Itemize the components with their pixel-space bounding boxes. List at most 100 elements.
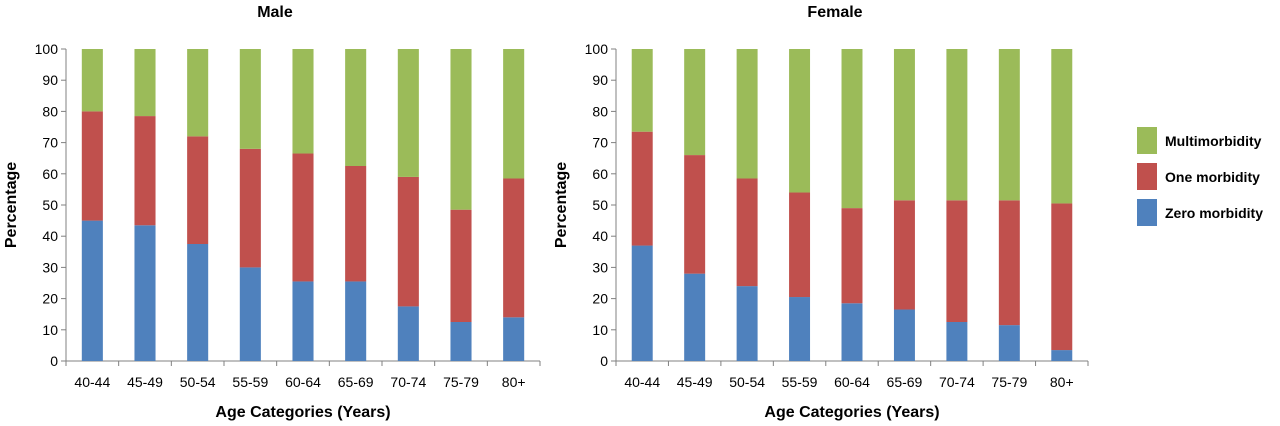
- legend-swatch-multimorbidity: [1137, 127, 1157, 154]
- chart-title: Female: [807, 4, 862, 21]
- bar-one-morbidity-70-74: [946, 200, 968, 322]
- chart-title: Male: [257, 4, 293, 21]
- chart-male: Male 0 10 20 30 40 50 60 70 80 90 100 40-44 45-49 50-5…: [3, 4, 541, 421]
- y-tick-label: 60: [42, 166, 58, 182]
- bar-multimorbidity-60-64: [292, 49, 314, 154]
- chart-female: Female 0 10 20 30 40 50 60 70 80 90 100 40-44 45-49 50…: [553, 4, 1089, 421]
- bar-zero-morbidity-80: [503, 317, 525, 361]
- y-tick-label: 90: [42, 72, 58, 88]
- y-tick-label: 0: [50, 353, 58, 369]
- bar-multimorbidity-60-64: [841, 49, 863, 209]
- x-tick-label: 50-54: [729, 374, 765, 390]
- x-tick-label: 65-69: [338, 374, 374, 390]
- y-tick-label: 0: [600, 353, 608, 369]
- y-tick-label: 10: [42, 322, 58, 338]
- x-tick-label: 45-49: [677, 374, 713, 390]
- bar-multimorbidity-40-44: [81, 49, 103, 112]
- y-tick-label: 50: [592, 197, 608, 213]
- y-tick-label: 50: [42, 197, 58, 213]
- bar-multimorbidity-80: [503, 49, 525, 179]
- bar-one-morbidity-40-44: [631, 131, 653, 246]
- x-tick-label: 40-44: [624, 374, 660, 390]
- bar-zero-morbidity-40-44: [631, 245, 653, 361]
- bar-zero-morbidity-60-64: [841, 303, 863, 361]
- x-axis-title: Age Categories (Years): [215, 404, 390, 421]
- y-tick-label: 70: [592, 135, 608, 151]
- x-tick-label: 45-49: [127, 374, 163, 390]
- y-tick-label: 60: [592, 166, 608, 182]
- bar-one-morbidity-75-79: [450, 209, 472, 322]
- bar-one-morbidity-80: [503, 178, 525, 318]
- y-tick-label: 40: [592, 228, 608, 244]
- x-tick-label: 80+: [502, 374, 526, 390]
- y-tick-label: 100: [35, 41, 59, 57]
- bar-zero-morbidity-75-79: [450, 322, 472, 361]
- bar-zero-morbidity-50-54: [736, 286, 758, 361]
- bar-zero-morbidity-75-79: [998, 325, 1020, 361]
- bar-zero-morbidity-60-64: [292, 281, 314, 361]
- y-tick-label: 30: [592, 259, 608, 275]
- x-tick-label: 75-79: [991, 374, 1027, 390]
- bar-multimorbidity-65-69: [893, 49, 915, 201]
- bar-one-morbidity-55-59: [789, 192, 811, 298]
- x-tick-label: 40-44: [74, 374, 110, 390]
- bar-zero-morbidity-70-74: [397, 306, 419, 361]
- y-tick-label: 20: [42, 291, 58, 307]
- bar-multimorbidity-70-74: [397, 49, 419, 177]
- bar-multimorbidity-75-79: [998, 49, 1020, 201]
- bar-zero-morbidity-55-59: [239, 267, 261, 361]
- y-axis-title: Percentage: [553, 162, 570, 248]
- bar-one-morbidity-40-44: [81, 111, 103, 221]
- bar-zero-morbidity-65-69: [893, 309, 915, 361]
- bar-one-morbidity-60-64: [841, 208, 863, 304]
- x-tick-label: 75-79: [443, 374, 479, 390]
- y-tick-label: 70: [42, 135, 58, 151]
- x-tick-label: 55-59: [232, 374, 268, 390]
- x-tick-label: 65-69: [887, 374, 923, 390]
- bar-multimorbidity-40-44: [631, 49, 653, 132]
- bar-one-morbidity-65-69: [893, 200, 915, 310]
- x-axis-title: Age Categories (Years): [764, 404, 939, 421]
- legend-label-zero-morbidity: Zero morbidity: [1165, 205, 1263, 221]
- bar-one-morbidity-55-59: [239, 148, 261, 268]
- x-tick-label: 70-74: [939, 374, 975, 390]
- bar-one-morbidity-75-79: [998, 200, 1020, 326]
- bar-zero-morbidity-70-74: [946, 322, 968, 361]
- y-tick-label: 90: [592, 72, 608, 88]
- bar-zero-morbidity-80: [1051, 350, 1073, 361]
- x-tick-label: 80+: [1050, 374, 1074, 390]
- legend-label-multimorbidity: Multimorbidity: [1165, 133, 1262, 149]
- bar-zero-morbidity-65-69: [345, 281, 367, 361]
- bar-one-morbidity-70-74: [397, 176, 419, 307]
- x-tick-label: 60-64: [834, 374, 870, 390]
- legend-swatch-zero-morbidity: [1137, 199, 1157, 226]
- bar-zero-morbidity-45-49: [134, 225, 156, 361]
- bar-multimorbidity-50-54: [187, 49, 209, 137]
- y-axis-title: Percentage: [3, 162, 20, 248]
- bar-multimorbidity-80: [1051, 49, 1073, 204]
- bar-zero-morbidity-50-54: [187, 244, 209, 361]
- bar-one-morbidity-50-54: [736, 178, 758, 287]
- y-tick-label: 10: [592, 322, 608, 338]
- bar-multimorbidity-55-59: [239, 49, 261, 149]
- bar-zero-morbidity-40-44: [81, 220, 103, 361]
- x-tick-label: 55-59: [782, 374, 818, 390]
- y-tick-label: 80: [592, 103, 608, 119]
- bar-one-morbidity-65-69: [345, 166, 367, 282]
- bar-multimorbidity-45-49: [134, 49, 156, 117]
- bar-one-morbidity-45-49: [684, 155, 706, 274]
- y-tick-label: 30: [42, 259, 58, 275]
- y-tick-label: 40: [42, 228, 58, 244]
- bar-multimorbidity-45-49: [684, 49, 706, 156]
- bar-one-morbidity-45-49: [134, 116, 156, 226]
- bar-zero-morbidity-55-59: [789, 297, 811, 361]
- bar-one-morbidity-50-54: [187, 136, 209, 244]
- bar-multimorbidity-55-59: [789, 49, 811, 193]
- bar-multimorbidity-70-74: [946, 49, 968, 201]
- x-tick-label: 50-54: [180, 374, 216, 390]
- bar-one-morbidity-80: [1051, 203, 1073, 351]
- legend: Multimorbidity One morbidity Zero morbidit…: [1137, 127, 1263, 226]
- bar-multimorbidity-65-69: [345, 49, 367, 166]
- legend-swatch-one-morbidity: [1137, 163, 1157, 190]
